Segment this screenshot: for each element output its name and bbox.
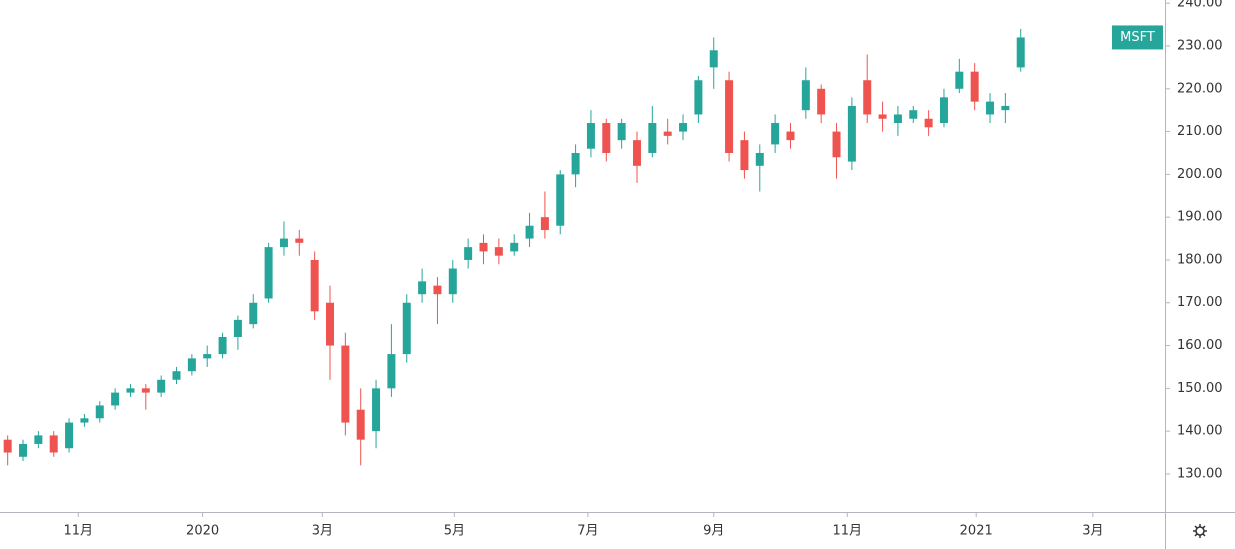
y-tick-label: 210.00 (1177, 124, 1223, 139)
candle-body (771, 123, 780, 145)
candle-body (1001, 105, 1010, 111)
candle-body (648, 123, 657, 153)
y-tick-label: 230.00 (1177, 39, 1223, 54)
y-tick-label: 240.00 (1177, 0, 1223, 11)
candle-body (970, 71, 979, 102)
candle-body (986, 101, 995, 115)
candle-body (694, 80, 703, 115)
candle-body (402, 302, 411, 355)
candle-body (602, 123, 611, 153)
candle-body (525, 225, 534, 239)
candle-body (19, 443, 28, 457)
candle-body (725, 80, 734, 153)
settings-icon[interactable] (1193, 524, 1207, 538)
candle-body (479, 242, 488, 252)
y-tick-label: 170.00 (1177, 295, 1223, 310)
candle-body (172, 371, 181, 380)
candle-body (157, 379, 166, 393)
y-tick-label: 200.00 (1177, 167, 1223, 182)
candle-body (418, 281, 427, 295)
candle-body (863, 80, 872, 115)
candle-body (111, 392, 120, 406)
candle-body (433, 285, 442, 295)
candle-body (310, 259, 319, 312)
candle-body (279, 238, 288, 248)
x-tick-label: 3月 (312, 524, 333, 539)
x-tick-label: 11月 (64, 524, 94, 539)
candle-body (341, 345, 350, 423)
x-tick-label: 2021 (960, 524, 993, 539)
candle-body (203, 354, 212, 359)
candle-body (832, 131, 841, 158)
candle-body (924, 118, 933, 128)
candle-body (3, 439, 12, 453)
candle-body (218, 336, 227, 355)
x-tick-label: 5月 (444, 524, 465, 539)
candle-body (556, 174, 565, 226)
candle-body (679, 123, 688, 132)
candle-body (49, 435, 58, 453)
y-tick-label: 150.00 (1177, 381, 1223, 396)
y-tick-label: 140.00 (1177, 424, 1223, 439)
candle-body (586, 123, 595, 149)
candle-body (817, 88, 826, 115)
candle-body (233, 319, 242, 337)
y-tick-label: 220.00 (1177, 81, 1223, 96)
candle-body (141, 388, 150, 393)
x-tick-label: 2020 (186, 524, 219, 539)
candle-body (801, 80, 810, 111)
candle-body (955, 71, 964, 89)
candle-body (464, 247, 473, 260)
x-tick-label: 7月 (577, 524, 598, 539)
candle-body (34, 435, 43, 444)
x-tick-label: 11月 (832, 524, 862, 539)
candle-body (540, 217, 549, 231)
y-tick-label: 130.00 (1177, 466, 1223, 481)
x-tick-label: 3月 (1082, 524, 1103, 539)
candle-body (95, 405, 104, 419)
candle-body (755, 152, 764, 166)
candle-body (939, 97, 948, 124)
candle-body (1016, 37, 1025, 68)
candle-body (740, 140, 749, 171)
candle-body (878, 114, 887, 119)
candle-body (295, 238, 304, 243)
symbol-label: MSFT (1120, 30, 1155, 45)
candle-body (80, 418, 89, 423)
candle-body (847, 105, 856, 162)
candle-body (448, 268, 457, 295)
candle-body (65, 422, 74, 449)
candle-body (510, 242, 519, 252)
last-price-tag (1112, 25, 1163, 50)
candle-body (632, 140, 641, 166)
candle-body (387, 354, 396, 389)
candle-body (571, 152, 580, 175)
gear-teeth[interactable] (1193, 524, 1207, 538)
candle-body (909, 110, 918, 119)
candle-body (893, 114, 902, 124)
candle-body (326, 302, 335, 346)
candle-body (372, 388, 381, 432)
candle-body (494, 247, 503, 256)
candle-body (356, 409, 365, 440)
candle-body (709, 50, 718, 68)
candle-body (663, 131, 672, 136)
y-tick-label: 190.00 (1177, 210, 1223, 225)
y-tick-label: 180.00 (1177, 252, 1223, 267)
candle-body (264, 247, 273, 299)
candle-body (786, 131, 795, 141)
candle-body (249, 302, 258, 325)
y-tick-label: 160.00 (1177, 338, 1223, 353)
candle-body (126, 388, 135, 393)
candle-body (187, 358, 196, 372)
candle-body (617, 123, 626, 141)
x-tick-label: 9月 (703, 524, 724, 539)
